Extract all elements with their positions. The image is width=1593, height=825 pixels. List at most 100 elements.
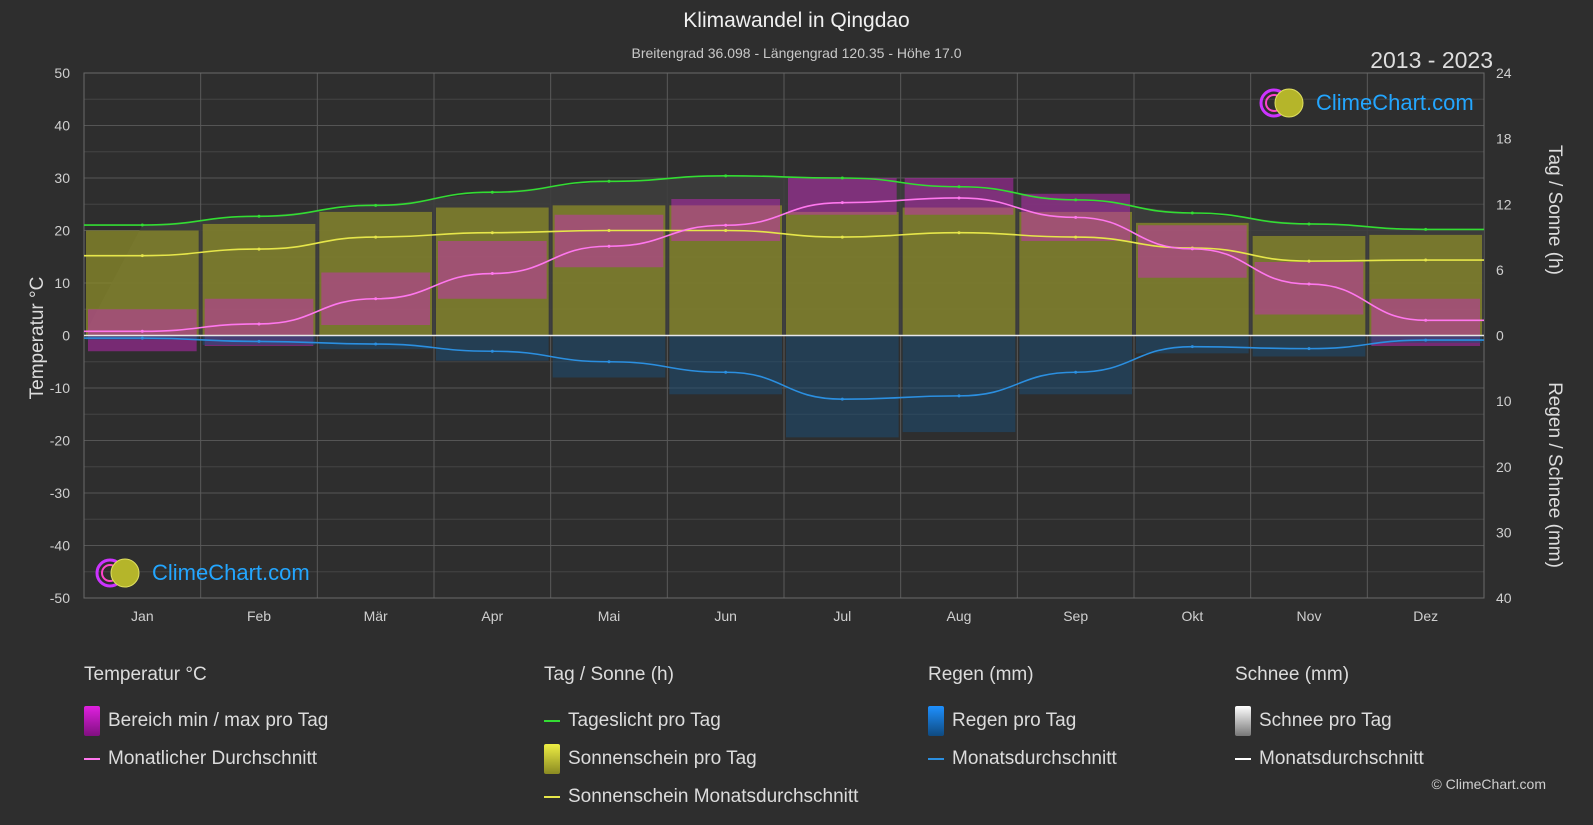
legend-title: Schnee (mm) bbox=[1235, 664, 1350, 685]
y-tick-left: -10 bbox=[50, 380, 70, 396]
y-tick-left: 30 bbox=[54, 170, 70, 186]
climate-chart: 50 40 30 20 10 0 -10 -20 -30 -40 -50 24 18 12 6 0 10 20 30… bbox=[50, 65, 1512, 624]
y-tick-right-top: 18 bbox=[1496, 131, 1512, 147]
legend-label: Schnee pro Tag bbox=[1259, 710, 1392, 731]
x-tick-label: Okt bbox=[1181, 608, 1203, 624]
legend-sun: Tag / Sonne (h) Tageslicht pro Tag Sonne… bbox=[544, 664, 858, 816]
series-point bbox=[140, 223, 144, 227]
x-tick-label: Jan bbox=[131, 608, 154, 624]
sunshine-bar bbox=[319, 211, 432, 336]
legend-swatch bbox=[544, 744, 560, 774]
legend-swatch bbox=[84, 706, 100, 736]
x-tick-label: Aug bbox=[947, 608, 972, 624]
legend-swatch bbox=[1235, 758, 1251, 760]
series-line bbox=[84, 229, 1484, 262]
legend-swatch bbox=[84, 758, 100, 760]
series-point bbox=[1424, 258, 1428, 262]
x-tick-label: Dez bbox=[1413, 608, 1438, 624]
temp-range-bar bbox=[904, 178, 1014, 215]
series-line bbox=[83, 175, 1484, 231]
copyright: © ClimeChart.com bbox=[1431, 776, 1546, 792]
y-tick-left: -20 bbox=[50, 433, 70, 449]
series-point bbox=[607, 179, 611, 183]
legend-item: Monatlicher Durchschnitt bbox=[84, 740, 328, 778]
series-point bbox=[490, 272, 494, 276]
sunshine-bar bbox=[669, 205, 782, 336]
legend-item: Tageslicht pro Tag bbox=[544, 702, 858, 740]
series-point bbox=[1307, 222, 1311, 226]
y-tick-right-bottom: 30 bbox=[1496, 524, 1512, 540]
series-point bbox=[374, 235, 378, 239]
temp-range-bar bbox=[438, 241, 547, 299]
y-tick-left: 0 bbox=[62, 328, 70, 344]
series-point bbox=[1307, 347, 1311, 351]
legend-label: Bereich min / max pro Tag bbox=[108, 710, 329, 731]
series-point bbox=[374, 342, 378, 346]
logo-top[interactable]: ClimeChart.com bbox=[1258, 86, 1474, 120]
series-point bbox=[140, 329, 144, 333]
legend-item: Regen pro Tag bbox=[928, 702, 1117, 740]
y-tick-right-bottom: 10 bbox=[1496, 393, 1512, 409]
logo-icon bbox=[1259, 88, 1304, 118]
bars-layer bbox=[84, 175, 1484, 438]
legend-swatch bbox=[928, 706, 944, 736]
legend-temperature: Temperatur °C Bereich min / max pro Tag … bbox=[84, 664, 328, 778]
y-tick-right-top: 24 bbox=[1496, 65, 1512, 81]
legend-label: Regen pro Tag bbox=[952, 710, 1077, 731]
rain-bar bbox=[669, 335, 782, 395]
x-tick-label: Mär bbox=[364, 608, 388, 624]
series-point bbox=[1074, 198, 1078, 202]
series-point bbox=[490, 190, 494, 194]
series-point bbox=[1074, 215, 1078, 219]
rain-bar bbox=[902, 335, 1016, 433]
series-point bbox=[140, 254, 144, 258]
series-point bbox=[1424, 338, 1428, 342]
series-point bbox=[724, 229, 728, 232]
year-range: 2013 - 2023 bbox=[1370, 47, 1493, 73]
legend-item: Sonnenschein pro Tag bbox=[544, 740, 858, 778]
logo-bottom[interactable]: ClimeChart.com bbox=[94, 556, 310, 590]
x-tick-label: Mai bbox=[598, 608, 621, 624]
series-point bbox=[257, 247, 261, 251]
series-line bbox=[84, 337, 1484, 400]
series-point bbox=[957, 394, 961, 398]
series-point bbox=[1190, 345, 1194, 349]
legend-swatch bbox=[928, 758, 944, 760]
legend-title: Tag / Sonne (h) bbox=[544, 664, 674, 685]
lines-layer bbox=[83, 174, 1484, 401]
temp-range-bar bbox=[671, 199, 780, 241]
sunshine-bar bbox=[786, 211, 899, 336]
legend-label: Tageslicht pro Tag bbox=[568, 710, 721, 731]
series-point bbox=[840, 235, 844, 239]
rain-bar bbox=[1019, 335, 1132, 395]
logo-text: ClimeChart.com bbox=[1316, 90, 1474, 115]
series-point bbox=[840, 397, 844, 401]
legend-item: Sonnenschein Monatsdurchschnitt bbox=[544, 778, 858, 816]
legend-item: Bereich min / max pro Tag bbox=[84, 702, 328, 740]
y-tick-left: 50 bbox=[54, 65, 70, 81]
series-point bbox=[257, 322, 261, 326]
legend-swatch bbox=[544, 720, 560, 722]
series-point bbox=[1190, 211, 1194, 215]
series-point bbox=[840, 201, 844, 205]
y-tick-right-top: 12 bbox=[1496, 196, 1512, 212]
x-tick-label: Nov bbox=[1297, 608, 1322, 624]
x-tick-label: Jul bbox=[833, 608, 851, 624]
y-axis-right-bottom-title: Regen / Schnee (mm) bbox=[1544, 382, 1565, 568]
sunshine-bar bbox=[552, 205, 666, 336]
y-tick-left: 10 bbox=[54, 275, 70, 291]
series-line bbox=[84, 197, 1484, 333]
series-point bbox=[840, 176, 844, 180]
series-point bbox=[1074, 235, 1078, 239]
series-point bbox=[1424, 318, 1428, 322]
series-point bbox=[140, 336, 144, 340]
y-tick-left: -30 bbox=[50, 485, 70, 501]
rain-bar bbox=[436, 335, 549, 361]
logo-text: ClimeChart.com bbox=[152, 560, 310, 585]
series-point bbox=[724, 223, 728, 227]
chart-subtitle: Breitengrad 36.098 - Längengrad 120.35 -… bbox=[631, 45, 962, 61]
series-point bbox=[257, 339, 261, 343]
series-point bbox=[724, 174, 728, 178]
y-axis-left-title: Temperatur °C bbox=[27, 276, 48, 400]
legend-label: Monatsdurchschnitt bbox=[952, 748, 1117, 769]
